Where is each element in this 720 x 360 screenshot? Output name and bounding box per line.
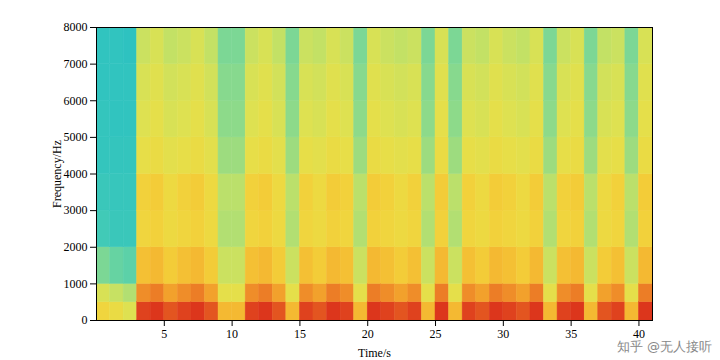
html-text:知乎 @无人接听: 知乎 @无人接听: [616, 339, 712, 354]
svg-text:40: 40: [633, 327, 645, 341]
svg-text:25: 25: [430, 327, 442, 341]
svg-text:6000: 6000: [64, 94, 88, 108]
svg-text:Frequency/Hz: Frequency/Hz: [50, 140, 64, 208]
svg-text:5: 5: [161, 327, 167, 341]
svg-text:1000: 1000: [64, 277, 88, 291]
svg-text:4000: 4000: [64, 167, 88, 181]
svg-text:5000: 5000: [64, 130, 88, 144]
svg-text:7000: 7000: [64, 57, 88, 71]
svg-text:35: 35: [565, 327, 577, 341]
svg-text:8000: 8000: [64, 20, 88, 34]
svg-text:15: 15: [294, 327, 306, 341]
svg-text:20: 20: [362, 327, 374, 341]
svg-text:3000: 3000: [64, 203, 88, 217]
svg-text:0: 0: [82, 313, 88, 327]
svg-text:10: 10: [226, 327, 238, 341]
svg-text:2000: 2000: [64, 240, 88, 254]
svg-text:30: 30: [497, 327, 509, 341]
svg-text:Time/s: Time/s: [358, 346, 391, 360]
